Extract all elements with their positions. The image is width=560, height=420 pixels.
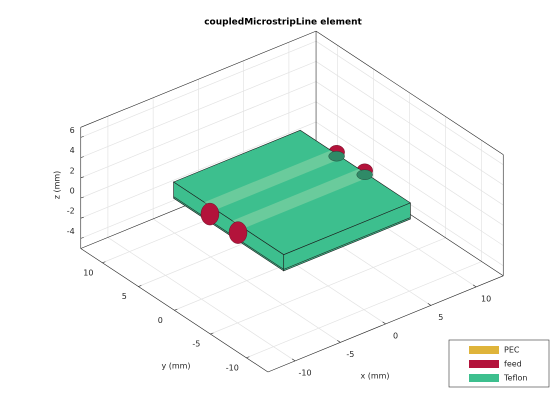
legend-swatch (469, 346, 499, 354)
y-tick (210, 332, 214, 335)
feed-front (228, 221, 248, 244)
y-tick-label: -10 (226, 363, 239, 372)
y-tick (174, 308, 178, 311)
y-tick (102, 261, 106, 264)
z-tick (80, 136, 84, 138)
substrate-side (283, 202, 411, 272)
x-tick-label: 10 (481, 294, 491, 303)
x-tick (472, 284, 477, 288)
ground-plane (283, 217, 411, 270)
grid-line (210, 237, 446, 335)
z-tick (80, 216, 84, 219)
x-tick (382, 321, 386, 325)
x-axis-label: x (mm) (360, 372, 389, 381)
z-tick (80, 176, 84, 179)
grid-line (315, 101, 504, 226)
grid-line (315, 121, 504, 246)
grid-line (80, 101, 317, 199)
legend-label: feed (504, 360, 522, 369)
z-tick-label: -2 (67, 207, 75, 216)
y-tick-label: 0 (158, 316, 163, 325)
y-tick-label: 5 (122, 292, 127, 301)
chart-title: coupledMicrostripLine element (204, 18, 362, 28)
legend-swatch (469, 360, 499, 368)
z-tick-label: 0 (70, 187, 75, 196)
x-tick (337, 340, 341, 343)
legend: PEC feed Teflon (448, 339, 550, 388)
y-tick (138, 285, 142, 287)
strip (204, 150, 343, 210)
x-tick (427, 303, 432, 306)
grid-line (315, 61, 504, 186)
grid-line (80, 40, 317, 138)
z-tick (80, 196, 84, 199)
grid-line (315, 81, 504, 206)
x-tick-label: -10 (299, 368, 312, 377)
z-tick-label: -4 (67, 227, 75, 236)
x-tick-label: 5 (438, 313, 443, 322)
feed-front (200, 202, 220, 226)
z-axis-label: z (mm) (53, 171, 62, 200)
legend-label: Teflon (503, 374, 527, 383)
axis-box-edge (80, 30, 317, 128)
grid-line (80, 81, 317, 179)
x-tick-label: 0 (393, 331, 398, 340)
x-tick-label: -5 (346, 350, 354, 359)
grid-line (80, 121, 317, 219)
z-tick-label: 6 (70, 126, 75, 135)
grid-line (80, 61, 317, 158)
z-tick-label: 4 (70, 146, 75, 155)
feed-back-base (356, 169, 373, 180)
z-tick (80, 156, 84, 158)
feed-back-base (328, 151, 345, 162)
legend-label: PEC (504, 346, 520, 355)
axis-box-edge (315, 30, 504, 155)
z-tick (80, 237, 84, 239)
z-tick-label: 2 (70, 166, 75, 175)
legend-swatch (469, 374, 499, 382)
grid-line (246, 261, 482, 359)
strip (232, 168, 371, 229)
x-tick (291, 358, 296, 362)
ground-plane (173, 196, 284, 270)
grid-line (315, 40, 504, 165)
y-tick-label: 10 (83, 268, 93, 277)
y-tick-label: -5 (192, 340, 200, 349)
y-tick (246, 356, 250, 359)
y-axis-label: y (mm) (161, 362, 190, 371)
